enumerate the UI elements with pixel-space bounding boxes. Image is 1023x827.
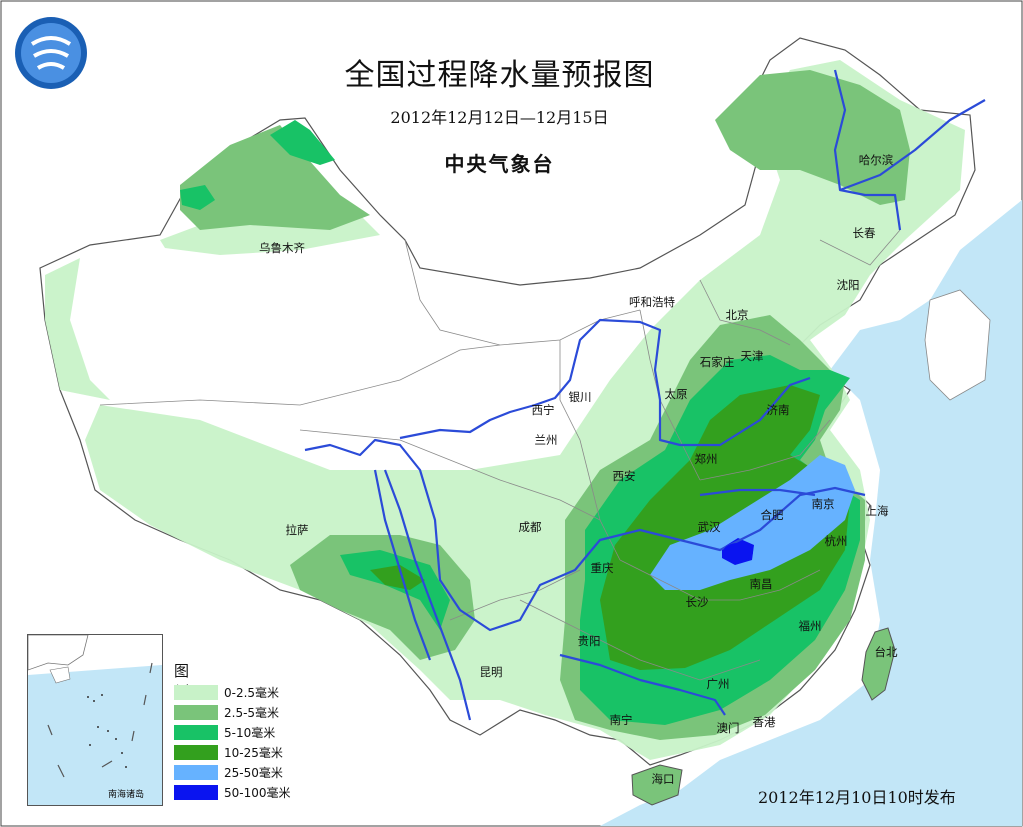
city-label: 福州 (798, 619, 822, 633)
city-label: 重庆 (590, 561, 614, 575)
publisher-name: 中央气象台 (444, 152, 555, 176)
city-label: 昆明 (479, 665, 503, 679)
city-label: 兰州 (534, 433, 558, 447)
city-label: 南宁 (609, 713, 633, 727)
city-label: 贵阳 (577, 634, 601, 648)
rain-zone-25-50 (650, 455, 855, 590)
city-label: 石家庄 (699, 355, 735, 369)
city-label: 哈尔滨 (858, 153, 894, 167)
city-label: 沈阳 (836, 278, 860, 292)
taiwan-island (861, 627, 896, 701)
legend-label: 0-2.5毫米 (224, 686, 280, 700)
city-label: 南昌 (749, 577, 773, 591)
rain-zone-0-2.5 (45, 258, 110, 400)
city-label: 杭州 (824, 534, 848, 548)
city-label: 拉萨 (285, 523, 309, 537)
rain-zone-5-10 (270, 120, 335, 165)
issued-time: 2012年12月10日10时发布 (758, 788, 956, 807)
date-range: 2012年12月12日—12月15日 (390, 108, 609, 127)
city-label: 郑州 (694, 452, 718, 466)
city-label: 太原 (664, 387, 688, 401)
legend-swatch (174, 785, 218, 800)
sea-area (600, 200, 1022, 826)
legend-label: 50-100毫米 (224, 786, 291, 800)
city-label: 上海 (865, 504, 889, 518)
city-label: 北京 (725, 308, 749, 322)
city-label: 武汉 (697, 520, 721, 534)
legend-label: 5-10毫米 (224, 726, 276, 740)
rain-zone-2.5-5 (715, 70, 910, 205)
city-label: 海口 (651, 772, 675, 786)
inset-map (28, 635, 162, 805)
city-label: 台北 (874, 645, 898, 659)
city-label: 呼和浩特 (629, 295, 675, 309)
rivers (304, 69, 986, 721)
rain-zone-2.5-5 (180, 125, 370, 230)
city-label: 济南 (766, 403, 790, 417)
cma-logo-icon (15, 17, 87, 89)
legend-label: 10-25毫米 (224, 746, 283, 760)
city-label: 银川 (568, 390, 592, 404)
rain-zone-10-25 (370, 565, 425, 590)
province-borders (99, 229, 901, 681)
city-label: 乌鲁木齐 (259, 241, 305, 255)
rain-zone-5-10 (340, 550, 450, 630)
city-label: 长春 (852, 226, 876, 240)
lake (723, 543, 753, 561)
city-label: 合肥 (760, 508, 784, 522)
inset-label: 南海诸岛 (108, 790, 145, 800)
rain-zone-5-10 (180, 185, 215, 210)
city-label: 长沙 (685, 595, 709, 609)
city-label: 天津 (740, 349, 764, 363)
city-label: 西宁 (531, 403, 555, 417)
legend-label: 2.5-5毫米 (224, 706, 280, 720)
city-label: 广州 (706, 677, 730, 691)
legend-swatch (174, 745, 218, 760)
legend-swatch (174, 685, 218, 700)
city-label: 成都 (518, 520, 542, 534)
legend-swatch (174, 705, 218, 720)
hainan-island (631, 764, 683, 806)
city-label: 香港 (752, 715, 776, 729)
legend-swatch (174, 765, 218, 780)
legend-label: 25-50毫米 (224, 766, 283, 780)
map-title: 全国过程降水量预报图 (344, 58, 655, 93)
legend-swatch (174, 725, 218, 740)
city-label: 西安 (612, 469, 636, 483)
south-china-sea-inset: 南海诸岛 (27, 634, 163, 806)
city-label: 澳门 (716, 721, 740, 735)
city-label: 南京 (811, 497, 835, 511)
korea-land (924, 289, 991, 401)
